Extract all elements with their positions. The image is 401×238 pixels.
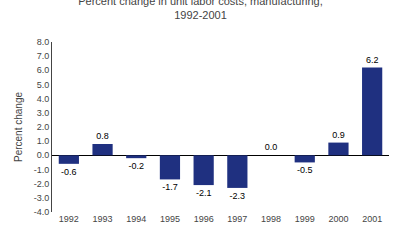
svg-text:6.0: 6.0 — [37, 65, 50, 75]
svg-text:-4.0: -4.0 — [34, 207, 50, 217]
svg-text:0.9: 0.9 — [332, 130, 345, 140]
svg-text:-3.0: -3.0 — [34, 193, 50, 203]
svg-text:0.0: 0.0 — [265, 142, 278, 152]
svg-text:5.0: 5.0 — [37, 80, 50, 90]
svg-text:2000: 2000 — [328, 214, 348, 224]
svg-text:Percent change: Percent change — [13, 92, 24, 162]
svg-text:6.2: 6.2 — [366, 55, 379, 65]
svg-text:1.0: 1.0 — [37, 136, 50, 146]
svg-text:-1.7: -1.7 — [162, 182, 178, 192]
svg-text:4.0: 4.0 — [37, 94, 50, 104]
svg-text:-2.0: -2.0 — [34, 179, 50, 189]
svg-text:1999: 1999 — [295, 214, 315, 224]
svg-text:-0.6: -0.6 — [61, 167, 77, 177]
svg-text:-2.3: -2.3 — [230, 191, 246, 201]
svg-text:2001: 2001 — [362, 214, 382, 224]
svg-text:1994: 1994 — [126, 214, 146, 224]
svg-text:0.8: 0.8 — [96, 131, 109, 141]
svg-text:1993: 1993 — [93, 214, 113, 224]
svg-text:7.0: 7.0 — [37, 51, 50, 61]
svg-text:3.0: 3.0 — [37, 108, 50, 118]
svg-text:1998: 1998 — [261, 214, 281, 224]
svg-text:Percent change in unit labor c: Percent change in unit labor costs, manu… — [78, 0, 323, 21]
svg-text:1996: 1996 — [194, 214, 214, 224]
svg-text:-0.2: -0.2 — [128, 161, 144, 171]
svg-text:1995: 1995 — [160, 214, 180, 224]
svg-text:2.0: 2.0 — [37, 122, 50, 132]
svg-text:-2.1: -2.1 — [196, 188, 212, 198]
svg-text:-0.5: -0.5 — [297, 165, 313, 175]
svg-text:8.0: 8.0 — [37, 37, 50, 47]
svg-text:-1.0: -1.0 — [34, 165, 50, 175]
svg-text:0.0: 0.0 — [37, 150, 50, 160]
svg-text:1992: 1992 — [59, 214, 79, 224]
svg-text:1997: 1997 — [227, 214, 247, 224]
